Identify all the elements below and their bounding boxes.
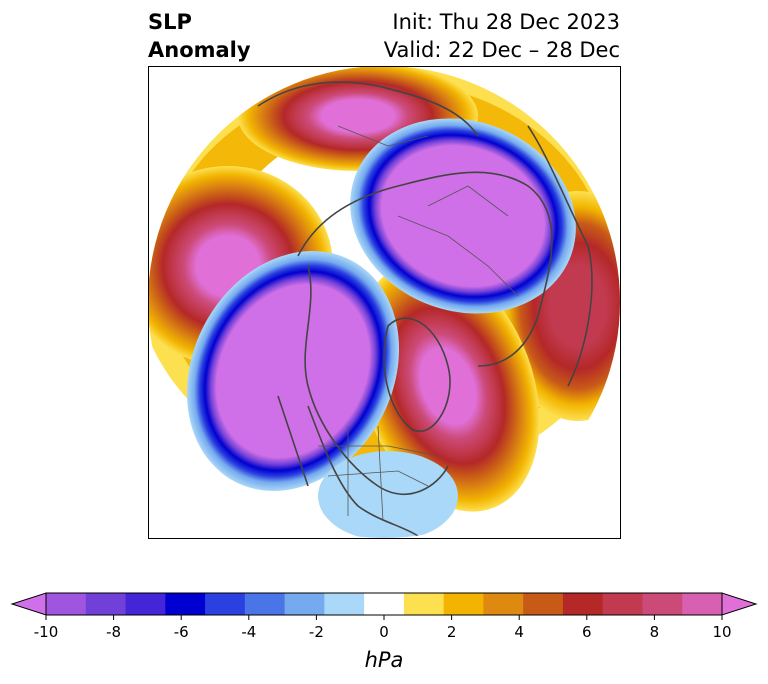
colorbar-swatch	[682, 593, 723, 615]
valid-range: Valid: 22 Dec – 28 Dec	[383, 38, 620, 62]
colorbar-swatch	[85, 593, 127, 615]
colorbar-swatch	[46, 593, 87, 615]
us-weak-low-anomaly	[318, 451, 458, 538]
map-title: SLP Anomaly	[148, 8, 251, 64]
coastlines	[257, 81, 593, 537]
colorbar-swatch	[403, 593, 445, 615]
colorbar-tick-label: -2	[309, 623, 324, 641]
colorbar-extend-min	[10, 592, 47, 616]
colorbar-tick-label: -6	[174, 623, 189, 641]
colorbar-extend-max	[721, 592, 758, 616]
colorbar-tick-label: -8	[106, 623, 121, 641]
colorbar-swatch	[523, 593, 564, 615]
colorbar-swatch	[483, 593, 524, 615]
colorbar-swatch	[284, 593, 325, 615]
colorbar-swatch	[602, 593, 643, 615]
country-borders	[318, 125, 519, 522]
title-line-2: Anomaly	[148, 38, 251, 62]
colorbar-tick-label: 6	[582, 623, 592, 641]
colorbar-tick-label: -4	[241, 623, 256, 641]
colorbar-swatch	[642, 593, 683, 615]
colorbar-swatch	[165, 593, 206, 615]
colorbar-swatch	[562, 593, 604, 615]
colorbar-tick-label: -10	[34, 623, 59, 641]
title-line-1: SLP	[148, 10, 192, 34]
colorbar-ticks: -10 -8 -6 -4 -2 0 2 4 6 8 10	[34, 615, 732, 641]
colorbar-swatch	[125, 593, 166, 615]
colorbar-tick-label: 2	[447, 623, 457, 641]
colorbar-unit-label: hPa	[365, 648, 404, 672]
map-frame	[148, 66, 621, 539]
polar-slp-anomaly-map	[148, 66, 621, 539]
map-date-info: Init: Thu 28 Dec 2023 Valid: 22 Dec – 28…	[384, 8, 620, 64]
colorbar: -10 -8 -6 -4 -2 0 2 4 6 8 10 hPa	[10, 592, 758, 672]
colorbar-tick-label: 10	[712, 623, 731, 641]
eurasia-low-anomaly	[350, 118, 576, 314]
colorbar-swatch	[205, 593, 246, 615]
colorbar-tick-label: 4	[514, 623, 524, 641]
alaska-low-anomaly	[186, 251, 400, 491]
colorbar-tick-label: 8	[650, 623, 660, 641]
colorbar-swatch	[244, 593, 286, 615]
colorbar-swatches	[10, 592, 758, 616]
colorbar-tick-label: 0	[379, 623, 389, 641]
init-date: Init: Thu 28 Dec 2023	[392, 10, 620, 34]
colorbar-swatch	[443, 593, 484, 615]
colorbar-swatch	[324, 593, 365, 615]
colorbar-swatch	[364, 593, 405, 615]
